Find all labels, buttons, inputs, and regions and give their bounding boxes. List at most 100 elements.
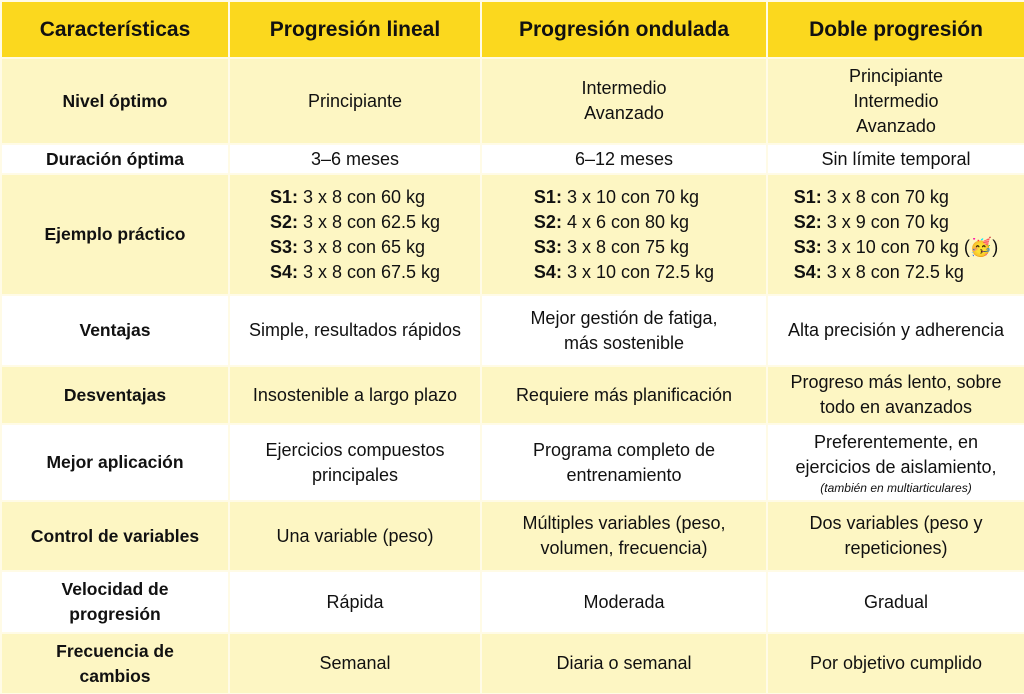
cell-line: entrenamiento — [566, 464, 682, 485]
table-cell: Requiere más planificación — [480, 365, 768, 425]
item-text: 3 x 8 con 60 kg — [302, 186, 426, 207]
cell-line: 3–6 meses — [310, 148, 400, 169]
item-text: 3 x 10 con 72.5 kg — [566, 261, 715, 282]
table-cell: 3–6 meses — [228, 143, 482, 175]
cell-line: Rápida — [326, 591, 384, 612]
cell-line: todo en avanzados — [819, 397, 973, 417]
cell-line: 6–12 meses — [574, 148, 674, 169]
item-line: S4: 3 x 8 con 67.5 kg — [270, 260, 440, 285]
table-row: Duración óptima 3–6 meses 6–12 meses Sin lí… — [0, 143, 1024, 175]
cell-line: más sostenible — [563, 332, 685, 353]
item-line: S2: 4 x 6 con 80 kg — [534, 210, 714, 235]
item-label: S3: — [533, 236, 562, 257]
cell-line: Requiere más planificación — [515, 384, 733, 405]
cell-line: Diaria o semanal — [556, 653, 692, 673]
row-label: Desventajas — [0, 365, 230, 425]
cell-line: Programa completo de — [532, 439, 716, 460]
row-label: Frecuencia de cambios — [0, 632, 230, 694]
item-label: S1: — [269, 186, 298, 207]
cell-line: Principiante — [307, 90, 403, 111]
table-cell: Simple, resultados rápidos — [228, 294, 482, 367]
cell-line: Insostenible a largo plazo — [252, 384, 458, 405]
item-line: S1: 3 x 10 con 70 kg — [534, 185, 714, 210]
item-text: 3 x 8 con 67.5 kg — [302, 261, 441, 282]
header-cell: Progresión ondulada — [480, 0, 768, 59]
table-row: Nivel óptimo Principiante Intermedio Avanza… — [0, 57, 1024, 145]
cell-line: volumen, frecuencia) — [540, 538, 708, 558]
row-label: Ventajas — [0, 294, 230, 367]
cell-line: Múltiples variables (peso, — [522, 513, 726, 533]
item-text: 3 x 8 con 75 kg — [566, 236, 690, 257]
item-line: S3: 3 x 8 con 65 kg — [270, 235, 440, 260]
table-row: Control de variables Una variable (peso) M… — [0, 500, 1024, 572]
cell-line: Gradual — [863, 591, 929, 612]
header-cell: Características — [0, 0, 230, 59]
row-label: Velocidad de progresión — [0, 570, 230, 634]
table-cell: Alta precisión y adherencia — [766, 294, 1024, 367]
cell-line: Ejercicios compuestos — [265, 439, 445, 460]
item-list: S1: 3 x 8 con 60 kg S2: 3 x 8 con 62.5 kg… — [270, 185, 440, 285]
label-line: Mejor aplicación — [46, 452, 184, 472]
table-cell: Insostenible a largo plazo — [228, 365, 482, 425]
table-row: Ejemplo práctico S1: 3 x 8 con 60 kg S2: 3… — [0, 173, 1024, 296]
item-text: 3 x 8 con 62.5 kg — [302, 211, 441, 232]
header-row: Características Progresión lineal Progresi… — [0, 0, 1024, 59]
table-cell: Progreso más lento, sobre todo en avanzad… — [766, 365, 1024, 425]
label-line: Duración óptima — [45, 148, 185, 169]
table-cell: S1: 3 x 10 con 70 kg S2: 4 x 6 con 80 kg S… — [480, 173, 768, 296]
table-cell: Una variable (peso) — [228, 500, 482, 572]
table-cell: Múltiples variables (peso, volumen, frecu… — [480, 500, 768, 572]
item-text: 3 x 9 con 70 kg — [826, 211, 949, 232]
item-line: S1: 3 x 8 con 70 kg — [794, 185, 999, 210]
item-text: 4 x 6 con 80 kg — [566, 211, 690, 232]
item-label: S4: — [793, 261, 822, 282]
cell-line: Progreso más lento, sobre — [790, 372, 1002, 392]
item-text: 3 x 8 con 70 kg — [826, 186, 949, 207]
cell-line: Una variable (peso) — [276, 525, 434, 546]
table-row: Ventajas Simple, resultados rápidos Mejor … — [0, 294, 1024, 367]
table-row: Velocidad de progresión Rápida Moderada Grad… — [0, 570, 1024, 634]
cell-line: Mejor gestión de fatiga, — [530, 307, 718, 328]
header-cell: Doble progresión — [766, 0, 1024, 59]
cell-line: Alta precisión y adherencia — [787, 320, 1005, 340]
row-label: Nivel óptimo — [0, 57, 230, 145]
item-list: S1: 3 x 10 con 70 kg S2: 4 x 6 con 80 kg S… — [534, 185, 714, 285]
cell-line: Principiante — [848, 65, 944, 86]
item-text: 3 x 8 con 65 kg — [302, 236, 426, 257]
item-line: S3: 3 x 8 con 75 kg — [534, 235, 714, 260]
table-cell: Principiante — [228, 57, 482, 145]
cell-line: ejercicios de aislamiento, — [795, 456, 997, 477]
item-label: S3: — [269, 236, 298, 257]
label-line: progresión — [69, 604, 161, 624]
item-line: S2: 3 x 9 con 70 kg — [794, 210, 999, 235]
cell-line: Simple, resultados rápidos — [248, 320, 462, 340]
label-line: cambios — [79, 665, 151, 686]
table-cell: Por objetivo cumplido — [766, 632, 1024, 694]
table-cell: Diaria o semanal — [480, 632, 768, 694]
table-cell: Moderada — [480, 570, 768, 634]
label-line: Control de variables — [30, 525, 200, 546]
cell-line: Semanal — [319, 653, 391, 673]
label-line: Desventajas — [63, 384, 167, 405]
label-line: Velocidad de — [61, 579, 169, 599]
table-row: Desventajas Insostenible a largo plazo Req… — [0, 365, 1024, 425]
item-label: S2: — [533, 211, 562, 232]
item-line: S2: 3 x 8 con 62.5 kg — [270, 210, 440, 235]
table-cell: S1: 3 x 8 con 70 kg S2: 3 x 9 con 70 kg S3… — [766, 173, 1024, 296]
table-cell: S1: 3 x 8 con 60 kg S2: 3 x 8 con 62.5 kg… — [228, 173, 482, 296]
item-label: S4: — [269, 261, 298, 282]
item-label: S2: — [793, 211, 822, 232]
table-cell: Preferentemente, en ejercicios de aislami… — [766, 423, 1024, 502]
cell-note: (también en multiarticulares) — [820, 480, 972, 495]
table-cell: Mejor gestión de fatiga, más sostenible — [480, 294, 768, 367]
cell-line: repeticiones) — [844, 538, 948, 558]
item-list: S1: 3 x 8 con 70 kg S2: 3 x 9 con 70 kg S3… — [794, 185, 999, 285]
label-line: Ejemplo práctico — [44, 224, 186, 244]
cell-line: Avanzado — [584, 103, 664, 123]
item-text: 3 x 8 con 72.5 kg — [826, 261, 964, 282]
item-text: 3 x 10 con 70 kg — [566, 186, 700, 207]
cell-line: Moderada — [583, 591, 665, 612]
table-cell: Intermedio Avanzado — [480, 57, 768, 145]
row-label: Control de variables — [0, 500, 230, 572]
